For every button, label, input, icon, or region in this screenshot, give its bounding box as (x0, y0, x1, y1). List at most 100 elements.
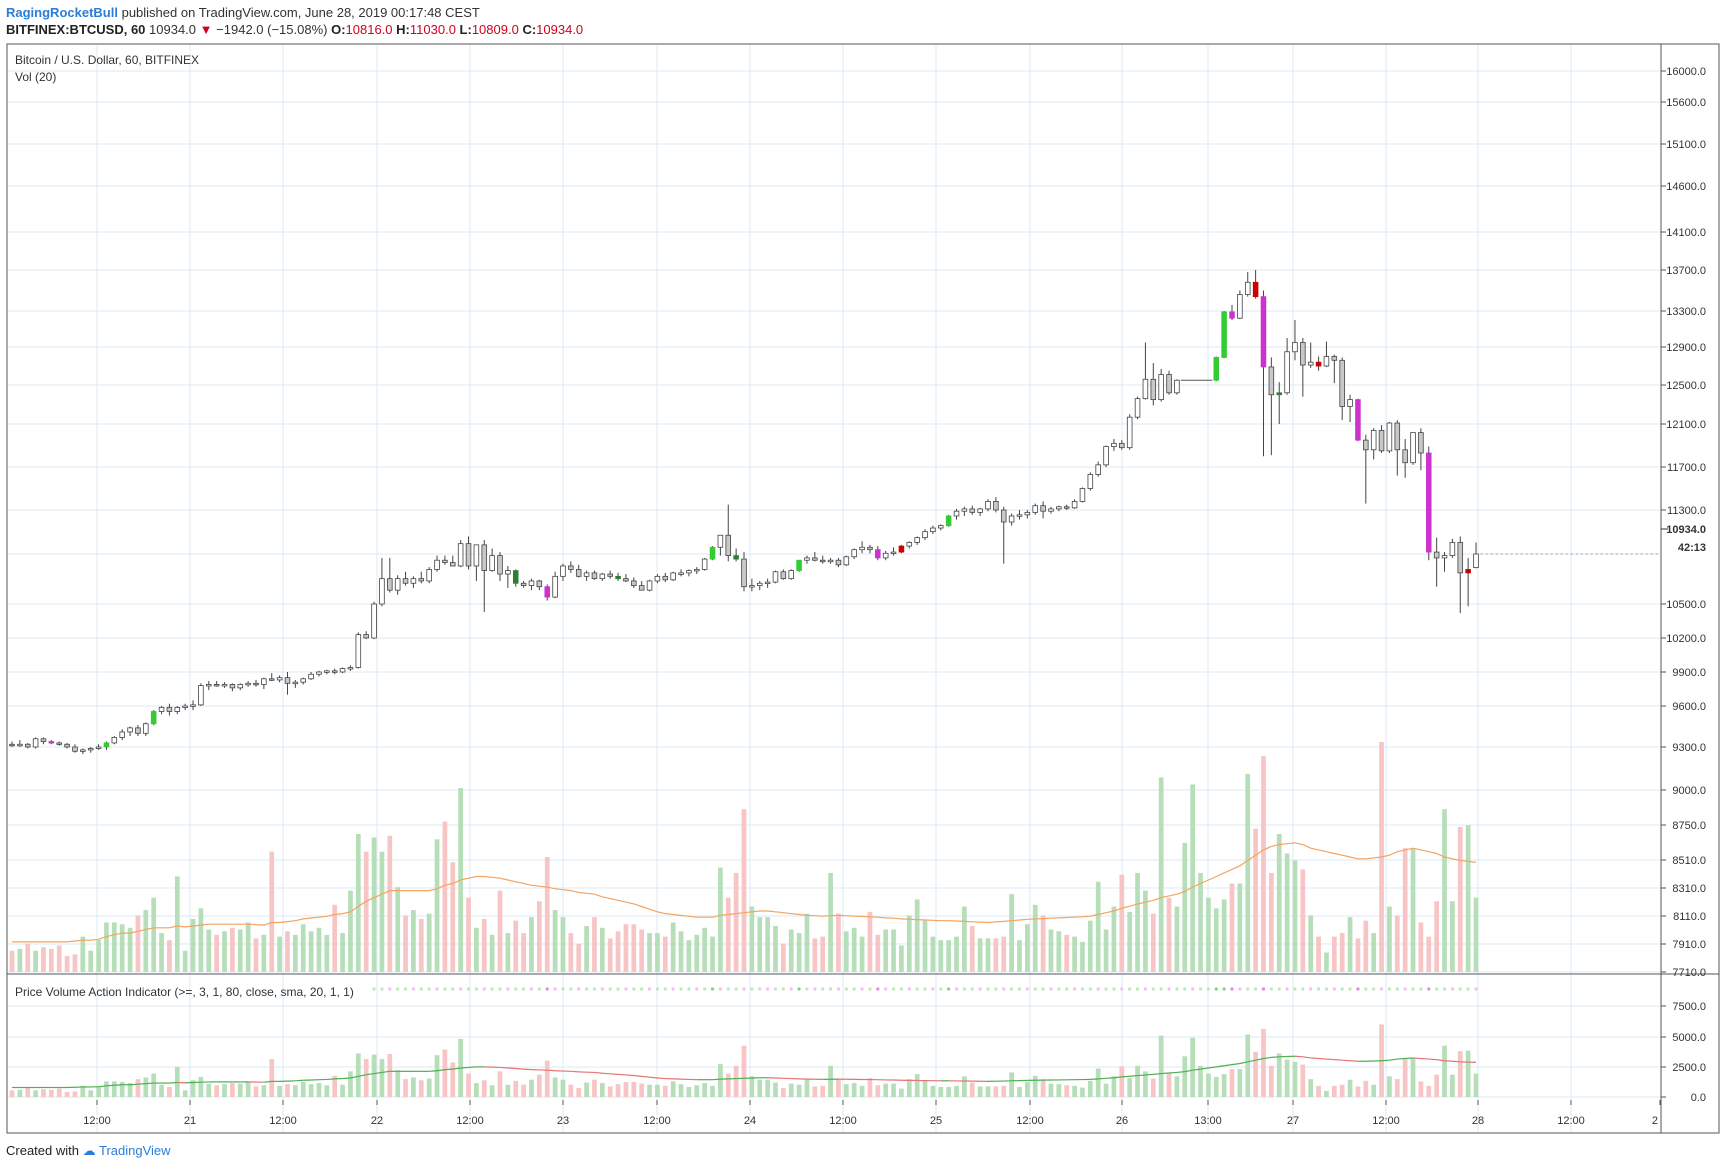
indicator-signal-dot (1466, 987, 1470, 991)
indicator-bar (1363, 1080, 1369, 1097)
candle-body (938, 525, 944, 529)
last-price-marker: 10934.0 42:13 (1661, 524, 1706, 554)
indicator-signal-dot (388, 987, 392, 991)
volume-bar (198, 908, 204, 972)
time-tick-label: 12:00 (83, 1115, 111, 1127)
time-tick-label: 2 (1652, 1115, 1658, 1127)
indicator-bar (387, 1054, 393, 1097)
indicator-signal-dot (915, 987, 919, 991)
indicator-ma-segment (1184, 1069, 1193, 1073)
candle-body (536, 580, 543, 588)
indicator-signal-dot (647, 987, 652, 991)
indicator-ma-segment (1239, 1061, 1248, 1065)
indicator-bar (922, 1080, 928, 1097)
indicator-bar (828, 1065, 833, 1097)
tradingview-link[interactable]: TradingView (99, 1143, 171, 1158)
volume-bar (9, 950, 15, 972)
time-tick-label: 12:00 (643, 1115, 671, 1127)
chart-frame (6, 43, 1720, 1134)
indicator-ma-segment (130, 1083, 138, 1086)
volume-bar (72, 954, 78, 972)
price-tick-label: 12500.0 (1666, 380, 1706, 392)
indicator-bar (568, 1084, 574, 1097)
volume-bar (1127, 911, 1133, 972)
indicator-ma-segment (1200, 1067, 1209, 1070)
indicator-bar (159, 1084, 164, 1097)
time-tick-label: 22 (371, 1115, 383, 1127)
candle-body (1134, 398, 1141, 418)
indicator-bar (135, 1079, 141, 1097)
indicator-signal-dot (1364, 987, 1368, 991)
indicator-signal-dot (490, 987, 494, 991)
indicator-signal-dot (616, 987, 620, 991)
indicator-bar (733, 1065, 739, 1097)
volume-bar (1111, 906, 1117, 972)
indicator-bar (1064, 1085, 1070, 1097)
candle-body (922, 531, 928, 539)
indicator-bar (1473, 1073, 1479, 1097)
indicator-signal-dot (1159, 987, 1163, 991)
indicator-tick-label: 7500.0 (1672, 1001, 1706, 1013)
indicator-bar (796, 1084, 802, 1097)
candle-body (1024, 512, 1031, 516)
indicator-bar (88, 1090, 94, 1097)
indicator-signal-dot (632, 987, 636, 991)
volume-bar (615, 931, 621, 972)
indicator-signal-dot (923, 987, 927, 991)
author-link[interactable]: RagingRocketBull (6, 5, 118, 20)
indicator-signal-dot (451, 987, 455, 991)
indicator-signal-dot (1230, 987, 1234, 991)
candle-body (17, 743, 23, 747)
candle-body (953, 510, 960, 517)
candle-body (410, 578, 417, 584)
candle-body (890, 551, 897, 554)
indicator-signal-dot (427, 987, 431, 991)
open-value: 10816.0 (345, 22, 393, 37)
candle-body (308, 673, 314, 680)
indicator-bar (1292, 1061, 1298, 1097)
indicator-signal-dot (1450, 987, 1454, 991)
indicator-signal-dot (1080, 987, 1085, 991)
volume-bar (387, 835, 393, 972)
volume-bar (285, 931, 290, 972)
volume-bar (891, 929, 896, 972)
candle-body (182, 705, 188, 708)
volume-bar (1221, 899, 1227, 972)
indicator-signal-dot (498, 987, 502, 991)
candle-body (347, 667, 354, 670)
indicator-signal-dot (766, 987, 770, 991)
indicator-signal-dot (466, 987, 471, 991)
indicator-signal-dot (1033, 987, 1037, 991)
indicator-bar (1308, 1079, 1314, 1097)
volume-bar (151, 897, 157, 972)
volume-bar (1064, 934, 1070, 972)
indicator-bar (1221, 1074, 1227, 1097)
time-tick-label: 23 (557, 1115, 569, 1127)
indicator-signal-dot (522, 987, 526, 991)
indicator-signal-dot (789, 987, 793, 991)
candle-body (993, 500, 999, 511)
candle-body (694, 569, 700, 572)
indicator-bar (497, 1071, 503, 1097)
indicator-signal-dot (876, 987, 880, 991)
indicator-bar (1316, 1085, 1321, 1097)
indicator-tick-label: 0.0 (1691, 1092, 1706, 1104)
indicator-bar (1457, 1051, 1463, 1097)
last-price: 10934.0 (149, 22, 197, 37)
indicator-signal-dot (1474, 987, 1478, 991)
indicator-ma-segment (1381, 1059, 1390, 1062)
indicator-bar (765, 1079, 770, 1097)
candle-body (1229, 311, 1235, 319)
indicator-signal-dot (679, 987, 683, 991)
price-tick-label: 8110.0 (1673, 911, 1706, 923)
candle-body (253, 682, 259, 686)
candle-body (1252, 281, 1259, 298)
indicator-bar (1371, 1084, 1377, 1097)
volume-bar (17, 949, 23, 972)
symbol-label: BITFINEX:BTCUSD, 60 (6, 22, 146, 37)
indicator-tick-label: 2500.0 (1672, 1062, 1706, 1074)
volume-bar (1229, 883, 1235, 972)
candle-body (638, 585, 645, 591)
indicator-bar (277, 1085, 282, 1097)
